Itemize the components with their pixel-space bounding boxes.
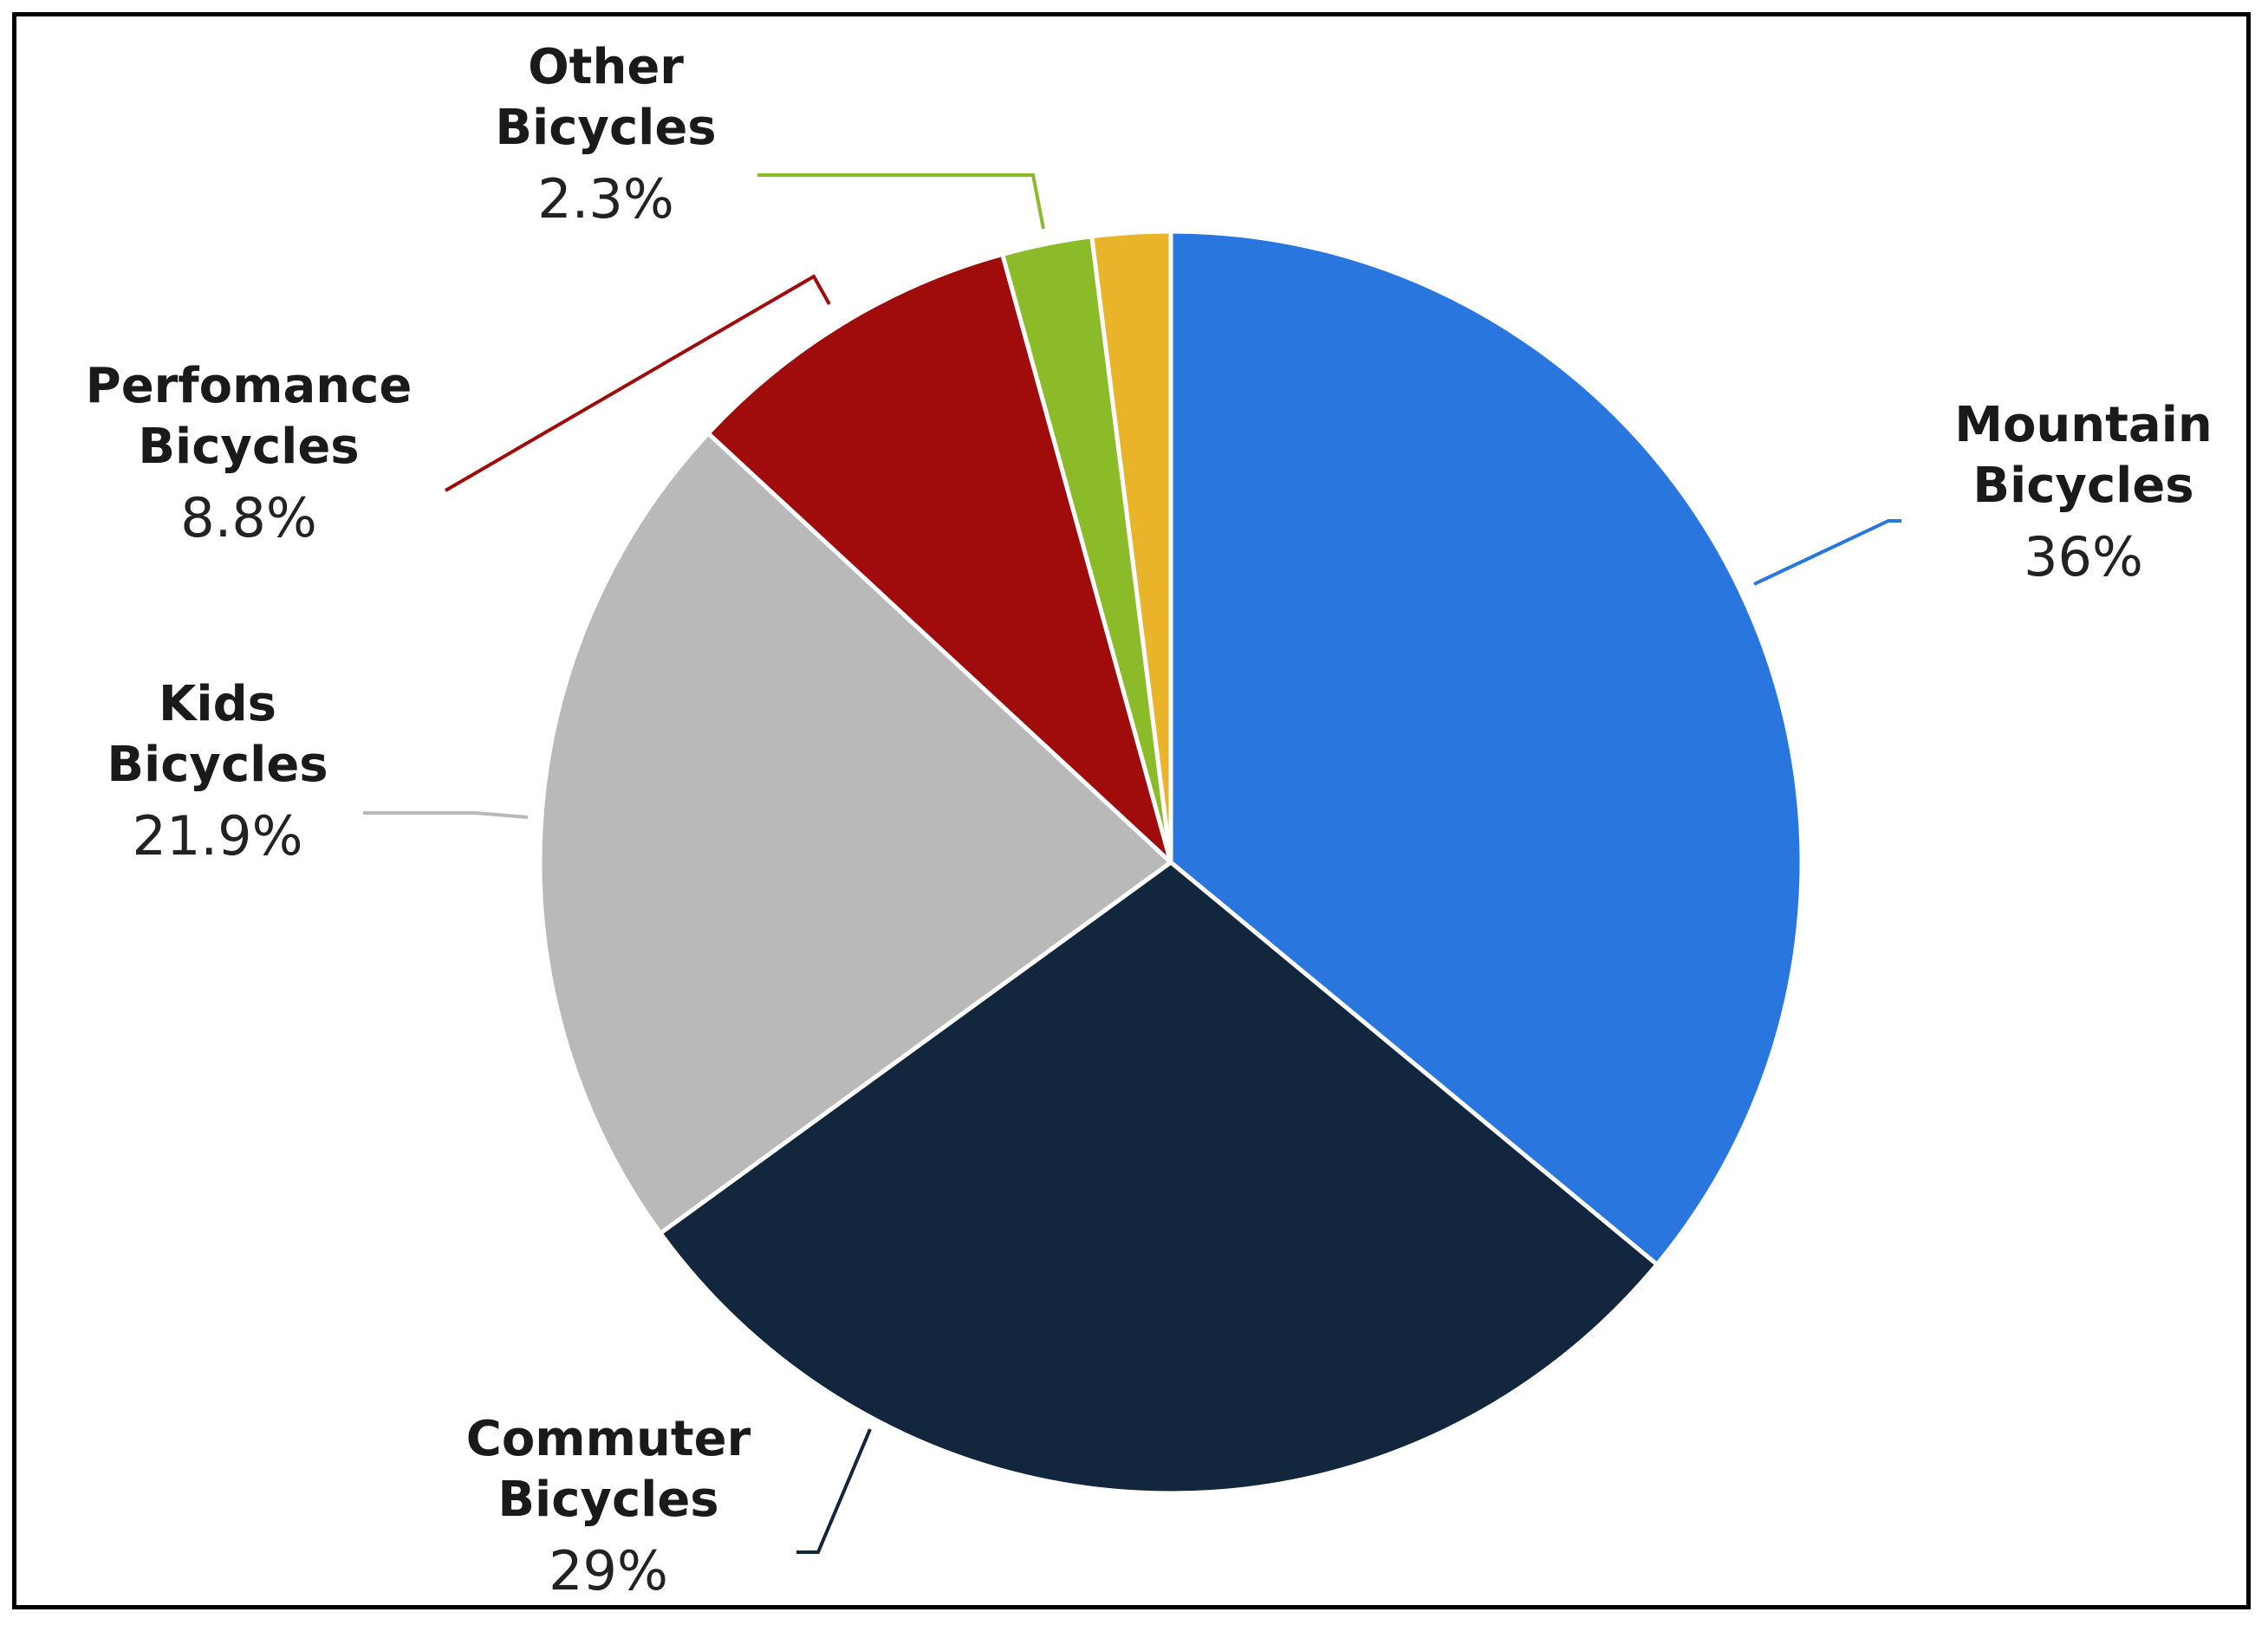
pie-slice-unlabeled <box>1089 229 1173 865</box>
data-label-name-line2: Bicycles <box>497 1472 718 1528</box>
data-label-name-line1: Commuter <box>466 1411 751 1467</box>
data-label-name-line1: Perfomance <box>86 358 413 414</box>
chart-frame: Mountain Bicycles 36% Commuter Bicycles 29% Ki… <box>12 12 2251 1609</box>
data-label-value: 21.9% <box>133 804 303 868</box>
leader-line-commuter-bicycles <box>796 1428 872 1554</box>
leader-line-other-bicycles <box>757 173 1045 230</box>
leader-line-perfomance-bicycles <box>444 274 831 492</box>
data-label-value: 36% <box>2024 525 2143 588</box>
data-label-value: 2.3% <box>537 167 674 231</box>
data-label-name-line2: Bicycles <box>495 100 716 156</box>
data-label-value: 29% <box>549 1539 668 1602</box>
pie-chart: MountainBicycles36%CommuterBicycles29%Ki… <box>86 39 2213 1602</box>
leader-line-mountain-bicycles <box>1753 519 1901 586</box>
leader-line-kids-bicycles <box>363 811 529 819</box>
pie-slice-perfomance-bicycles <box>705 251 1173 865</box>
data-label-name-line2: Bicycles <box>1972 458 2193 514</box>
pie-slice-mountain-bicycles <box>1168 229 1804 1267</box>
pie-slice-commuter-bicycles <box>658 860 1660 1496</box>
data-label-name-line1: Mountain <box>1954 397 2213 453</box>
data-label-name-line1: Other <box>528 39 684 95</box>
data-label-name-line1: Kids <box>159 676 276 732</box>
data-label-name-line2: Bicycles <box>138 419 359 475</box>
data-label-value: 8.8% <box>180 486 317 549</box>
data-label-name-line2: Bicycles <box>107 737 328 793</box>
pie-slice-kids-bicycles <box>537 431 1173 1236</box>
